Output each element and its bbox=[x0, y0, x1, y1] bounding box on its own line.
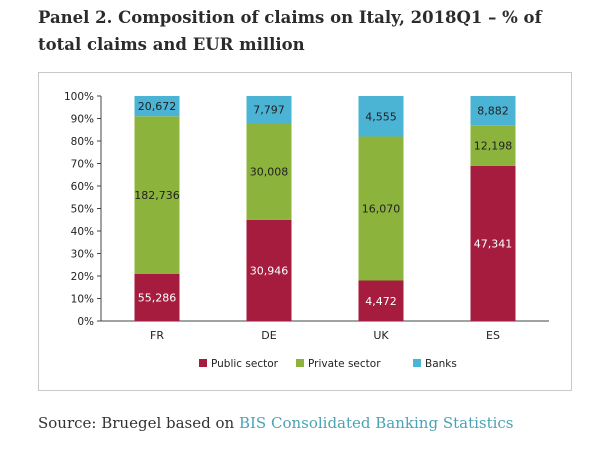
legend-label: Private sector bbox=[308, 358, 381, 370]
data-label: 4,472 bbox=[365, 295, 397, 308]
legend-swatch-banks bbox=[413, 359, 421, 367]
bar-de-public-sector bbox=[246, 219, 292, 321]
y-tick-label: 40% bbox=[71, 226, 94, 238]
x-category-label: DE bbox=[261, 329, 276, 342]
y-tick-label: 50% bbox=[71, 204, 94, 216]
data-label: 16,070 bbox=[362, 203, 401, 216]
source-note: Source: Bruegel based on BIS Consolidate… bbox=[38, 414, 514, 432]
y-tick-label: 20% bbox=[71, 271, 94, 283]
bar-fr-public-sector bbox=[134, 273, 180, 321]
data-label: 47,341 bbox=[474, 237, 513, 250]
bar-fr-private-sector bbox=[134, 116, 180, 274]
x-category-label: UK bbox=[373, 329, 389, 342]
legend-label: Banks bbox=[425, 358, 457, 370]
chart-title: Panel 2. Composition of claims on Italy,… bbox=[38, 8, 542, 54]
legend-swatch-public-sector bbox=[199, 359, 207, 367]
x-category-label: ES bbox=[486, 329, 500, 342]
bar-uk-private-sector bbox=[358, 136, 404, 281]
y-tick-label: 90% bbox=[71, 114, 94, 126]
y-tick-label: 30% bbox=[71, 249, 94, 261]
bar-uk-public-sector bbox=[358, 280, 404, 321]
bar-de-banks bbox=[246, 96, 292, 123]
source-prefix: Source: Bruegel based on bbox=[38, 414, 239, 432]
bar-es-private-sector bbox=[470, 125, 516, 166]
data-label: 8,882 bbox=[477, 105, 509, 118]
bar-uk-banks bbox=[358, 96, 404, 137]
data-label: 20,672 bbox=[138, 100, 177, 113]
data-label: 182,736 bbox=[134, 189, 180, 202]
data-label: 30,008 bbox=[250, 165, 289, 178]
data-label: 4,555 bbox=[365, 110, 397, 123]
y-tick-label: 10% bbox=[71, 294, 94, 306]
y-tick-label: 70% bbox=[71, 159, 94, 171]
source-link[interactable]: BIS Consolidated Banking Statistics bbox=[238, 414, 514, 432]
data-label: 55,286 bbox=[138, 291, 177, 304]
data-label: 30,946 bbox=[250, 264, 289, 277]
y-tick-label: 80% bbox=[71, 136, 94, 148]
legend-label: Public sector bbox=[211, 358, 279, 370]
y-tick-label: 100% bbox=[64, 91, 94, 103]
bar-de-private-sector bbox=[246, 123, 292, 220]
x-category-label: FR bbox=[150, 329, 164, 342]
chart-area: 0% 10% 20% 30% 40% 50% 60% 70% 80% 90% 100% 55,286 1… bbox=[38, 72, 572, 391]
bar-fr-banks bbox=[134, 96, 180, 117]
bar-es-public-sector bbox=[470, 165, 516, 321]
legend-swatch-private-sector bbox=[296, 359, 304, 367]
y-tick-label: 60% bbox=[71, 181, 94, 193]
stacked-bar-chart: 0% 10% 20% 30% 40% 50% 60% 70% 80% 90% 100% 55,286 1… bbox=[64, 91, 549, 370]
bar-es-banks bbox=[470, 96, 516, 126]
y-tick-label: 0% bbox=[77, 316, 94, 328]
data-label: 12,198 bbox=[474, 140, 513, 153]
data-label: 7,797 bbox=[253, 104, 285, 117]
